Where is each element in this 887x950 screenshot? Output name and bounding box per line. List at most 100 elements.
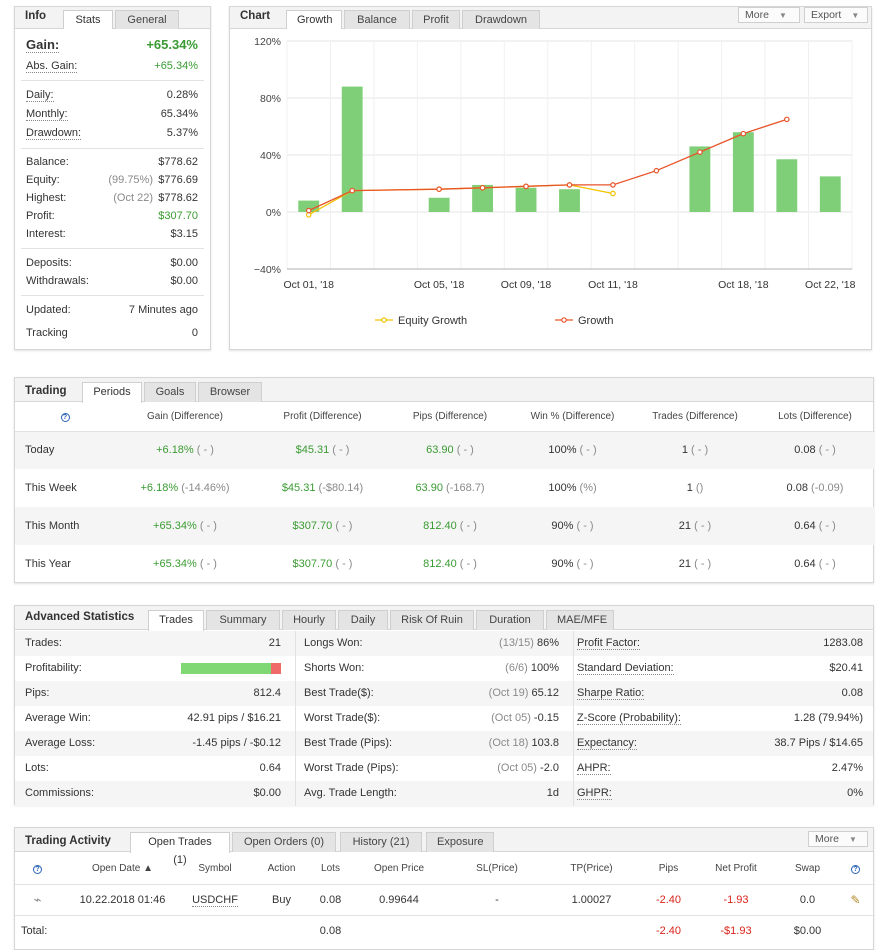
stat-note: (13/15) [499, 637, 534, 649]
stat-label[interactable]: Z-Score (Probability): [577, 712, 681, 725]
stat-value: 38.7 Pips / $14.65 [774, 737, 863, 749]
series-point [436, 186, 442, 193]
tab-drawdown[interactable]: Drawdown [462, 10, 540, 29]
activity-more-button[interactable]: More ▼ [808, 831, 868, 847]
legend-swatch-point [561, 317, 567, 323]
pips-cell: 812.40 ( - ) [390, 545, 510, 583]
info-title: Info [25, 10, 47, 22]
tab-daily[interactable]: Daily [338, 610, 388, 630]
growth-bar [689, 146, 711, 212]
stat-label[interactable]: Sharpe Ratio: [577, 687, 645, 700]
lots-cell: 0.64 ( - ) [755, 545, 875, 583]
win-cell: 100% ( - ) [510, 431, 635, 469]
column-header: Gain (Difference) [115, 403, 255, 432]
help-header: ? [836, 853, 875, 885]
stat-value: -1.45 pips / -$0.12 [192, 737, 281, 749]
stat-label-wrap: Standard Deviation: [577, 661, 674, 675]
interest-label: Interest: [26, 228, 66, 240]
tab-duration[interactable]: Duration [476, 610, 544, 630]
trading-title: Trading [25, 385, 67, 397]
chart-export-button[interactable]: Export ▼ [804, 7, 868, 23]
period-label: This Month [15, 507, 115, 545]
y-tick-label: 40% [260, 150, 281, 162]
stat-value: 42.91 pips / $16.21 [187, 712, 281, 724]
growth-bar [559, 189, 580, 212]
stat-row: Expectancy: 38.7 Pips / $14.65 [574, 731, 873, 756]
stat-value: 86% [536, 637, 559, 649]
table-row: This Month +65.34% ( - ) $307.70 ( - ) 8… [15, 507, 875, 545]
growth-bar [428, 197, 450, 212]
table-row: This Year +65.34% ( - ) $307.70 ( - ) 81… [15, 545, 875, 583]
column-header-open-date[interactable]: Open Date ▲ [60, 853, 185, 885]
stat-label: Shorts Won: [304, 662, 365, 674]
stat-label[interactable]: GHPR: [577, 787, 612, 800]
trades-value: 1 [686, 482, 693, 494]
stat-note: (Oct 19) [488, 687, 529, 699]
series-point [610, 190, 616, 197]
stat-label[interactable]: Expectancy: [577, 737, 637, 750]
stat-row: Worst Trade (Pips): (Oct 05) -2.0 [296, 756, 573, 781]
tab-goals[interactable]: Goals [144, 382, 196, 402]
profit-label: Profit: [26, 210, 55, 222]
divider [21, 295, 204, 296]
gain-label: Gain: [26, 37, 60, 53]
stat-value: 65.12 [531, 687, 559, 699]
help-header: ? [15, 853, 60, 885]
tab-periods[interactable]: Periods [82, 382, 142, 403]
tracking-value: 0 [191, 327, 198, 339]
tp-cell: 1.00027 [571, 893, 612, 906]
stat-label[interactable]: AHPR: [577, 762, 611, 775]
stat-note: (6/6) [505, 662, 528, 674]
trades-diff: ( - ) [691, 444, 709, 457]
swap-cell: 0.0 [799, 893, 816, 906]
lots-diff: ( - ) [818, 444, 836, 457]
stat-row: Best Trade($): (Oct 19) 65.12 [296, 681, 573, 706]
tab-hourly[interactable]: Hourly [282, 610, 336, 630]
interest-value: $3.15 [170, 228, 198, 240]
growth-bar [515, 187, 537, 212]
help-icon[interactable]: ? [851, 864, 860, 874]
win-diff: ( - ) [579, 444, 597, 457]
trades-cell: 1 () [635, 469, 755, 507]
stat-value: $20.41 [829, 662, 863, 674]
chart-more-button[interactable]: More ▼ [738, 7, 800, 23]
tab-growth[interactable]: Growth [286, 10, 342, 29]
tab-open-trades[interactable]: Open Trades (1) [130, 832, 230, 866]
tab-history[interactable]: History (21) [340, 832, 422, 852]
gain-cell: +6.18% (-14.46%) [115, 469, 255, 507]
column-header: Lots (Difference) [755, 403, 875, 432]
tab-open-orders[interactable]: Open Orders (0) [232, 832, 336, 852]
export-label: Export [811, 9, 842, 21]
paperclip-icon[interactable]: ⌁ [33, 891, 42, 907]
stat-row: Profitability: [15, 656, 295, 681]
tab-stats[interactable]: Stats [63, 10, 113, 29]
tab-general[interactable]: General [115, 10, 179, 29]
tab-mae-mfe[interactable]: MAE/MFE [546, 610, 614, 630]
tab-exposure[interactable]: Exposure [426, 832, 494, 852]
empty-cell [245, 915, 318, 946]
tab-trades[interactable]: Trades [148, 610, 204, 631]
profit-diff: ( - ) [335, 558, 353, 570]
series-point [523, 183, 529, 190]
tab-summary[interactable]: Summary [206, 610, 280, 630]
tab-risk-of-ruin[interactable]: Risk Of Ruin [390, 610, 474, 630]
profit-diff: ( - ) [332, 444, 350, 457]
stat-label-wrap: GHPR: [577, 786, 612, 800]
help-icon[interactable]: ? [60, 413, 70, 423]
stat-value: 812.4 [253, 687, 281, 699]
stat-label[interactable]: Profit Factor: [577, 637, 640, 650]
tab-browser[interactable]: Browser [198, 382, 262, 402]
lots-diff: ( - ) [818, 520, 836, 532]
tab-profit[interactable]: Profit [412, 10, 460, 29]
column-header-symbol: Symbol [185, 853, 245, 885]
stat-label[interactable]: Standard Deviation: [577, 662, 674, 675]
pencil-icon[interactable]: ✎ [850, 892, 861, 907]
help-icon[interactable]: ? [33, 864, 42, 874]
total-lots: 0.08 [319, 924, 342, 937]
profit-cell: $45.31 (-$80.14) [255, 469, 390, 507]
symbol-link[interactable]: USDCHF [192, 893, 238, 907]
legend-swatch-point [381, 317, 387, 323]
tab-balance[interactable]: Balance [344, 10, 410, 29]
gain-value: +65.34% [153, 520, 197, 532]
stat-label: Average Loss: [25, 737, 96, 749]
